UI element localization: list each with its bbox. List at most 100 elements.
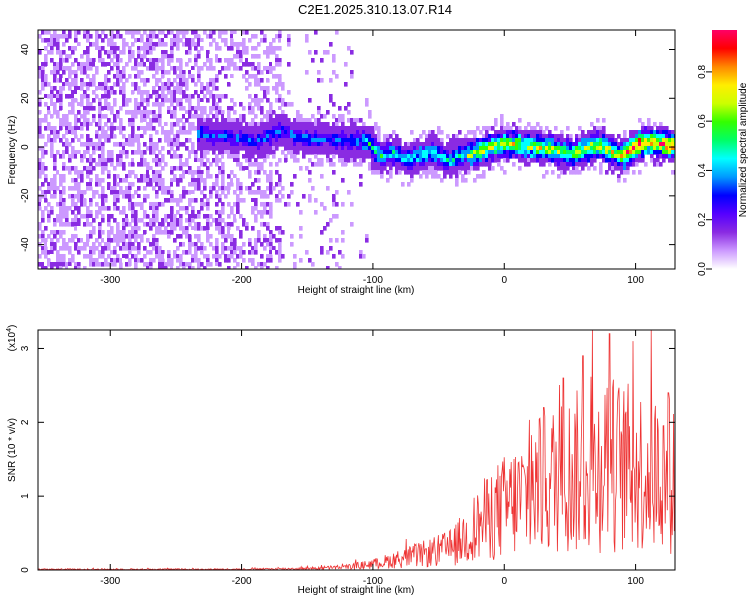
- heatmap-cell: [662, 146, 666, 151]
- heatmap-cell: [86, 134, 90, 139]
- heatmap-cell: [77, 198, 81, 203]
- heatmap-cell: [107, 230, 111, 235]
- heatmap-cell: [449, 138, 453, 143]
- heatmap-cell: [302, 118, 306, 123]
- heatmap-cell: [65, 94, 69, 99]
- heatmap-cell: [146, 102, 150, 107]
- colorbar-tick-label: 0.6: [697, 114, 708, 128]
- heatmap-cell: [269, 246, 273, 251]
- heatmap-cell: [161, 230, 165, 235]
- heatmap-cell: [308, 170, 312, 175]
- heatmap-cell: [59, 190, 63, 195]
- heatmap-cell: [548, 138, 552, 143]
- heatmap-cell: [653, 138, 657, 143]
- heatmap-cell: [233, 118, 237, 123]
- heatmap-cell: [236, 198, 240, 203]
- heatmap-cell: [227, 214, 231, 219]
- heatmap-cell: [215, 226, 219, 231]
- heatmap-cell: [146, 38, 150, 43]
- heatmap-cell: [110, 258, 114, 263]
- heatmap-cell: [581, 162, 585, 167]
- heatmap-cell: [539, 150, 543, 155]
- heatmap-cell: [197, 126, 201, 131]
- heatmap-cell: [143, 62, 147, 67]
- heatmap-cell: [389, 142, 393, 147]
- heatmap-cell: [83, 190, 87, 195]
- heatmap-cell: [308, 198, 312, 203]
- heatmap-cell: [44, 150, 48, 155]
- heatmap-cell: [434, 170, 438, 175]
- heatmap-cell: [230, 30, 234, 35]
- heatmap-cell: [491, 146, 495, 151]
- heatmap-cell: [71, 234, 75, 239]
- heatmap-cell: [287, 34, 291, 39]
- heatmap-cell: [287, 134, 291, 139]
- heatmap-cell: [101, 30, 105, 35]
- heatmap-cell: [653, 146, 657, 151]
- heatmap-cell: [62, 210, 66, 215]
- y-tick-label: -20: [20, 188, 31, 203]
- heatmap-cell: [482, 142, 486, 147]
- heatmap-cell: [290, 126, 294, 131]
- heatmap-cell: [638, 118, 642, 123]
- heatmap-cell: [197, 186, 201, 191]
- heatmap-cell: [158, 38, 162, 43]
- heatmap-cell: [302, 134, 306, 139]
- heatmap-cell: [251, 210, 255, 215]
- heatmap-cell: [260, 130, 264, 135]
- heatmap-cell: [590, 138, 594, 143]
- heatmap-cell: [338, 250, 342, 255]
- heatmap-cell: [104, 94, 108, 99]
- heatmap-cell: [470, 138, 474, 143]
- heatmap-cell: [647, 150, 651, 155]
- heatmap-cell: [479, 130, 483, 135]
- heatmap-cell: [260, 110, 264, 115]
- heatmap-cell: [98, 222, 102, 227]
- heatmap-cell: [176, 166, 180, 171]
- heatmap-cell: [344, 158, 348, 163]
- heatmap-cell: [650, 142, 654, 147]
- heatmap-cell: [209, 66, 213, 71]
- heatmap-cell: [128, 262, 132, 267]
- heatmap-cell: [191, 226, 195, 231]
- heatmap-cell: [128, 222, 132, 227]
- heatmap-cell: [125, 242, 129, 247]
- heatmap-cell: [113, 198, 117, 203]
- heatmap-cell: [188, 106, 192, 111]
- heatmap-cell: [275, 98, 279, 103]
- heatmap-cell: [275, 62, 279, 67]
- heatmap-cell: [347, 154, 351, 159]
- heatmap-cell: [629, 162, 633, 167]
- heatmap-cell: [269, 182, 273, 187]
- heatmap-cell: [167, 90, 171, 95]
- heatmap-cell: [164, 138, 168, 143]
- heatmap-cell: [179, 70, 183, 75]
- heatmap-cell: [254, 218, 258, 223]
- heatmap-cell: [278, 38, 282, 43]
- heatmap-cell: [122, 234, 126, 239]
- heatmap-cell: [233, 130, 237, 135]
- heatmap-cell: [269, 190, 273, 195]
- heatmap-cell: [434, 166, 438, 171]
- heatmap-cell: [584, 138, 588, 143]
- heatmap-cell: [269, 110, 273, 115]
- heatmap-cell: [245, 158, 249, 163]
- heatmap-cell: [332, 58, 336, 63]
- heatmap-cell: [266, 114, 270, 119]
- heatmap-cell: [254, 134, 258, 139]
- heatmap-cell: [452, 158, 456, 163]
- heatmap-cell: [248, 154, 252, 159]
- heatmap-cell: [380, 142, 384, 147]
- heatmap-cell: [239, 250, 243, 255]
- heatmap-cell: [74, 246, 78, 251]
- heatmap-cell: [254, 170, 258, 175]
- heatmap-cell: [131, 114, 135, 119]
- heatmap-cell: [305, 30, 309, 35]
- heatmap-cell: [182, 30, 186, 35]
- heatmap-cell: [650, 126, 654, 131]
- heatmap-cell: [224, 42, 228, 47]
- heatmap-cell: [191, 170, 195, 175]
- heatmap-cell: [107, 182, 111, 187]
- heatmap-cell: [95, 66, 99, 71]
- heatmap-cell: [236, 46, 240, 51]
